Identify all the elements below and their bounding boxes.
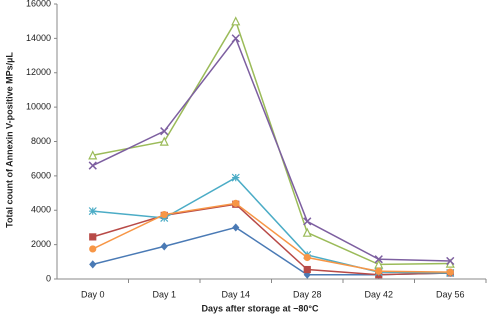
marker xyxy=(232,223,240,232)
x-tick-label: Day 28 xyxy=(293,289,322,299)
marker xyxy=(160,210,168,219)
marker xyxy=(231,173,240,182)
y-axis-label: Total count of Annexin V-positive MPs/µL xyxy=(4,52,14,228)
x-tick-label: Day 14 xyxy=(221,289,250,299)
series-line xyxy=(92,176,451,274)
marker xyxy=(375,267,383,275)
y-tick-label: 0 xyxy=(46,273,51,283)
y-tick-label: 2000 xyxy=(31,239,51,249)
marker xyxy=(89,245,97,253)
x-axis-label: Days after storage at −80°C xyxy=(202,303,319,313)
y-tick-label: 10000 xyxy=(26,102,51,112)
series-line xyxy=(92,203,451,276)
marker xyxy=(88,207,97,216)
x-tick-label: Day 0 xyxy=(81,289,105,299)
marker xyxy=(159,136,169,146)
y-tick-label: 6000 xyxy=(31,170,51,180)
marker xyxy=(446,268,454,276)
y-tick-label: 14000 xyxy=(26,33,51,43)
marker xyxy=(303,265,311,274)
marker xyxy=(232,199,240,207)
marker xyxy=(303,253,311,262)
series-line xyxy=(92,19,451,266)
marker xyxy=(89,233,97,241)
marker xyxy=(88,161,97,170)
series-line xyxy=(92,226,451,276)
marker xyxy=(446,256,455,266)
y-tick-label: 12000 xyxy=(26,67,51,77)
marker xyxy=(89,260,97,269)
series-line xyxy=(92,202,451,273)
marker xyxy=(374,255,383,264)
marker xyxy=(88,150,98,160)
y-tick-label: 8000 xyxy=(31,136,51,146)
marker xyxy=(302,227,312,237)
x-tick-label: Day 42 xyxy=(364,289,393,299)
x-tick-label: Day 1 xyxy=(152,289,176,299)
marker xyxy=(303,217,312,226)
marker xyxy=(160,242,168,251)
marker xyxy=(231,16,241,26)
marker xyxy=(231,34,240,43)
x-tick-label: Day 56 xyxy=(436,289,465,299)
series-line xyxy=(92,36,451,262)
marker xyxy=(160,127,169,136)
y-tick-label: 16000 xyxy=(26,0,51,8)
y-tick-label: 4000 xyxy=(31,205,51,215)
